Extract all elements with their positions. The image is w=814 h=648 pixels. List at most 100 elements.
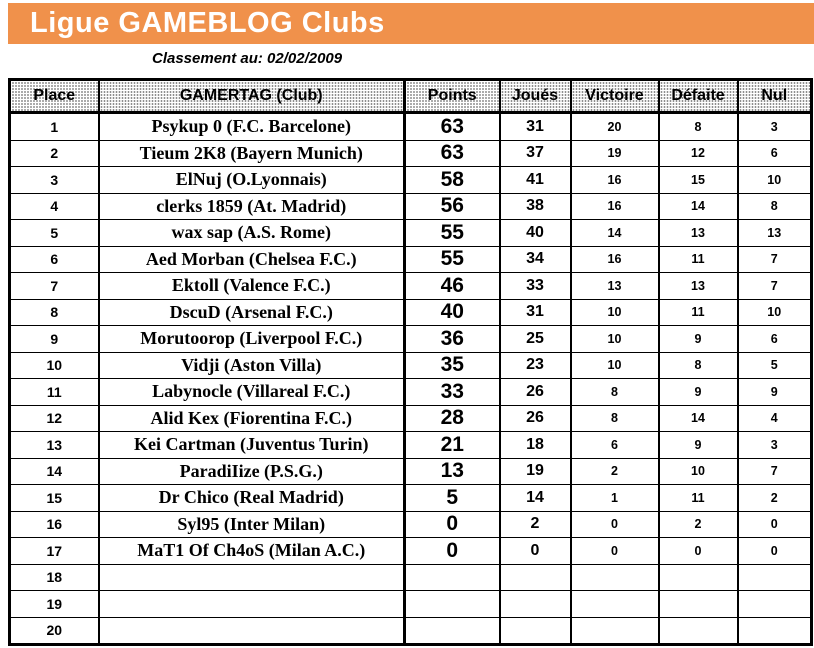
cell-joues: 19 (498, 457, 571, 485)
cell-nul: 8 (736, 192, 812, 220)
cell-gamertag: Labynocle (Villareal F.C.) (97, 378, 405, 406)
cell-joues (498, 563, 571, 591)
cell-victoire: 10 (569, 298, 659, 326)
cell-victoire: 0 (569, 510, 659, 538)
table-row: 4 clerks 1859 (At. Madrid) 56 38 16 14 8 (8, 192, 812, 220)
cell-points: 55 (403, 245, 500, 273)
cell-joues: 37 (498, 139, 571, 167)
table-row: 19 (8, 590, 812, 618)
cell-nul: 5 (736, 351, 812, 379)
league-banner: Ligue GAMEBLOG Clubs (8, 3, 814, 44)
cell-joues: 26 (498, 378, 571, 406)
cell-points: 58 (403, 166, 500, 194)
table-row: 13 Kei Cartman (Juventus Turin) 21 18 6 9 3 (8, 431, 812, 459)
table-row: 9 Morutoorop (Liverpool F.C.) 36 25 10 9 6 (8, 325, 812, 353)
cell-points: 40 (403, 298, 500, 326)
cell-points (403, 590, 500, 618)
cell-gamertag: Dr Chico (Real Madrid) (97, 484, 405, 512)
cell-joues: 31 (498, 298, 571, 326)
cell-victoire: 6 (569, 431, 659, 459)
table-row: 11 Labynocle (Villareal F.C.) 33 26 8 9 9 (8, 378, 812, 406)
cell-nul (736, 616, 812, 645)
table-row: 5 wax sap (A.S. Rome) 55 40 14 13 13 (8, 219, 812, 247)
cell-gamertag: Syl95 (Inter Milan) (97, 510, 405, 538)
cell-defaite: 12 (657, 139, 738, 167)
cell-gamertag: wax sap (A.S. Rome) (97, 219, 405, 247)
cell-place: 12 (8, 404, 99, 432)
cell-joues: 26 (498, 404, 571, 432)
cell-joues (498, 616, 571, 645)
cell-points: 21 (403, 431, 500, 459)
cell-victoire (569, 563, 659, 591)
cell-defaite: 15 (657, 166, 738, 194)
cell-gamertag: MaT1 Of Ch4oS (Milan A.C.) (97, 537, 405, 565)
cell-defaite: 14 (657, 404, 738, 432)
cell-points: 56 (403, 192, 500, 220)
cell-nul: 6 (736, 139, 812, 167)
cell-nul: 0 (736, 510, 812, 538)
cell-nul (736, 563, 812, 591)
cell-victoire: 19 (569, 139, 659, 167)
header-joues: Joués (498, 79, 571, 114)
cell-joues: 34 (498, 245, 571, 273)
cell-points: 46 (403, 272, 500, 300)
cell-defaite: 8 (657, 351, 738, 379)
cell-place: 2 (8, 139, 99, 167)
cell-gamertag: clerks 1859 (At. Madrid) (97, 192, 405, 220)
cell-points: 5 (403, 484, 500, 512)
cell-defaite (657, 563, 738, 591)
cell-place: 1 (8, 112, 99, 141)
cell-defaite: 0 (657, 537, 738, 565)
cell-place: 13 (8, 431, 99, 459)
cell-place: 16 (8, 510, 99, 538)
cell-place: 10 (8, 351, 99, 379)
cell-victoire: 2 (569, 457, 659, 485)
table-row: 20 (8, 616, 812, 645)
cell-gamertag (97, 616, 405, 645)
cell-nul: 4 (736, 404, 812, 432)
cell-gamertag: ParadiIize (P.S.G.) (97, 457, 405, 485)
cell-gamertag: DscuD (Arsenal F.C.) (97, 298, 405, 326)
cell-defaite: 13 (657, 272, 738, 300)
cell-defaite: 11 (657, 484, 738, 512)
cell-gamertag (97, 563, 405, 591)
cell-joues: 18 (498, 431, 571, 459)
header-victoire: Victoire (569, 79, 659, 114)
cell-defaite: 8 (657, 112, 738, 141)
cell-joues: 33 (498, 272, 571, 300)
cell-nul: 0 (736, 537, 812, 565)
table-row: 17 MaT1 Of Ch4oS (Milan A.C.) 0 0 0 0 0 (8, 537, 812, 565)
cell-gamertag: Vidji (Aston Villa) (97, 351, 405, 379)
cell-nul: 7 (736, 457, 812, 485)
cell-place: 15 (8, 484, 99, 512)
cell-victoire (569, 616, 659, 645)
table-row: 3 ElNuj (O.Lyonnais) 58 41 16 15 10 (8, 166, 812, 194)
cell-points: 63 (403, 112, 500, 141)
cell-victoire: 16 (569, 166, 659, 194)
table-row: 12 Alid Kex (Fiorentina F.C.) 28 26 8 14 4 (8, 404, 812, 432)
header-row: Place GAMERTAG (Club) Points Joués Victo… (8, 79, 812, 114)
table-row: 16 Syl95 (Inter Milan) 0 2 0 2 0 (8, 510, 812, 538)
cell-defaite: 2 (657, 510, 738, 538)
cell-gamertag: Alid Kex (Fiorentina F.C.) (97, 404, 405, 432)
cell-place: 11 (8, 378, 99, 406)
cell-defaite: 11 (657, 298, 738, 326)
cell-gamertag: Kei Cartman (Juventus Turin) (97, 431, 405, 459)
cell-place: 5 (8, 219, 99, 247)
cell-points: 28 (403, 404, 500, 432)
cell-nul: 13 (736, 219, 812, 247)
cell-joues: 14 (498, 484, 571, 512)
cell-points: 0 (403, 510, 500, 538)
cell-defaite: 14 (657, 192, 738, 220)
cell-gamertag (97, 590, 405, 618)
cell-victoire: 14 (569, 219, 659, 247)
cell-defaite: 13 (657, 219, 738, 247)
cell-joues: 0 (498, 537, 571, 565)
cell-nul: 6 (736, 325, 812, 353)
cell-points: 13 (403, 457, 500, 485)
cell-victoire: 10 (569, 351, 659, 379)
cell-points: 36 (403, 325, 500, 353)
cell-nul: 3 (736, 431, 812, 459)
header-defaite: Défaite (657, 79, 738, 114)
cell-place: 8 (8, 298, 99, 326)
